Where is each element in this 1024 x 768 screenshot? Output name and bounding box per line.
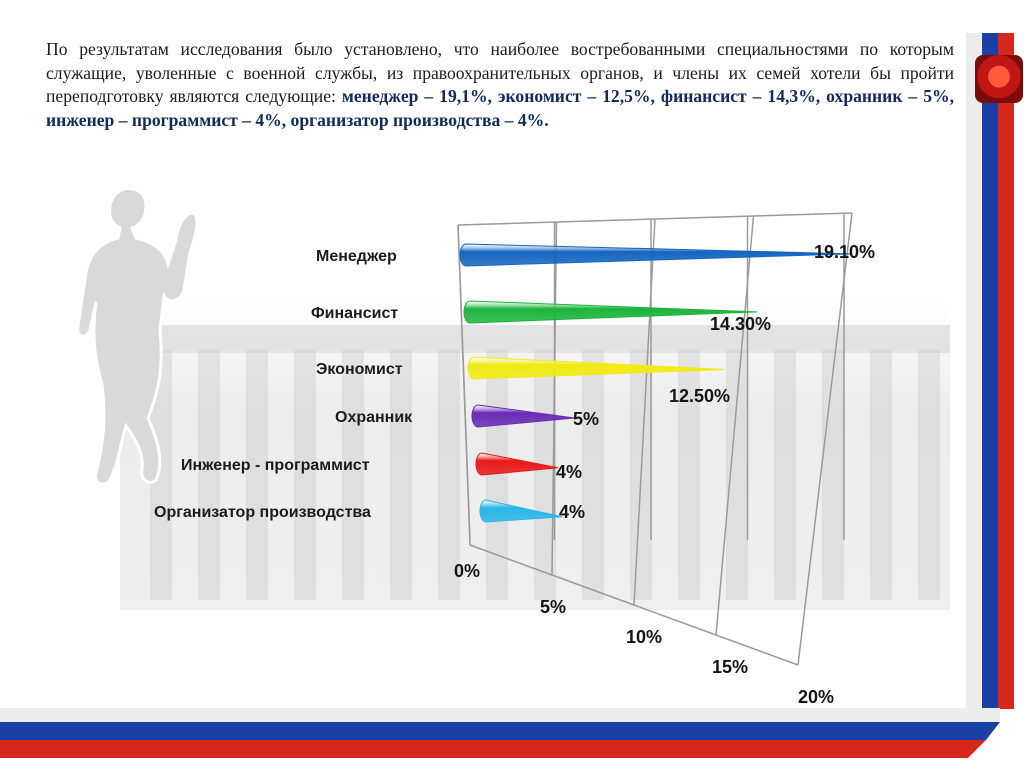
data-label: 5% xyxy=(573,409,599,429)
x-tick-label: 10% xyxy=(626,627,662,647)
emblem-logo-icon xyxy=(975,55,1023,103)
intro-text: По результатам исследования было установ… xyxy=(46,39,954,106)
x-tick-label: 15% xyxy=(712,657,748,677)
flag-stripe-right xyxy=(966,33,1024,709)
x-tick-label: 5% xyxy=(540,597,566,617)
grid-line-slant xyxy=(797,212,853,666)
category-label: Охранник xyxy=(335,409,413,426)
flag-stripe-bottom xyxy=(0,708,1000,758)
bar-2 xyxy=(463,300,758,324)
data-label: 12.50% xyxy=(669,386,730,406)
category-labels: Менеджер Финансист Экономист Охранник Инжене… xyxy=(154,248,413,521)
data-label: 14.30% xyxy=(710,314,771,334)
category-label: Менеджер xyxy=(316,248,397,265)
grid-line-slant xyxy=(715,215,755,636)
data-labels: 19.10% 14.30% 12.50% 5% 4% 4% xyxy=(556,242,875,522)
axis-floor-line xyxy=(469,544,799,666)
chart-bars xyxy=(459,243,852,523)
x-axis: 0% 5% 10% 15% 20% xyxy=(454,561,834,707)
background-building-photo xyxy=(120,300,950,610)
grid-line-slant xyxy=(457,224,471,546)
background-building-roof xyxy=(130,325,950,353)
category-label: Инженер - программист xyxy=(181,457,370,474)
bar-1 xyxy=(459,243,852,267)
category-label: Экономист xyxy=(316,361,403,378)
bar-3 xyxy=(467,356,725,380)
x-tick-label: 20% xyxy=(798,687,834,707)
grid-line-slant xyxy=(633,218,656,606)
x-tick-label: 0% xyxy=(454,561,480,581)
axis-top-line xyxy=(457,212,853,226)
category-label: Финансист xyxy=(311,305,398,322)
background-building-facade xyxy=(150,350,940,600)
data-label: 4% xyxy=(559,502,585,522)
chart-grid xyxy=(457,212,853,666)
data-label: 4% xyxy=(556,462,582,482)
bar-6 xyxy=(479,499,563,523)
intro-bold-summary: менеджер – 19,1%, экономист – 12,5%, фин… xyxy=(46,86,954,130)
person-silhouette-icon xyxy=(76,187,199,486)
bar-4 xyxy=(471,404,575,428)
category-label: Организатор производства xyxy=(154,504,371,521)
data-label: 19.10% xyxy=(814,242,875,262)
intro-paragraph: По результатам исследования было установ… xyxy=(46,38,954,132)
bar-5 xyxy=(475,452,559,476)
